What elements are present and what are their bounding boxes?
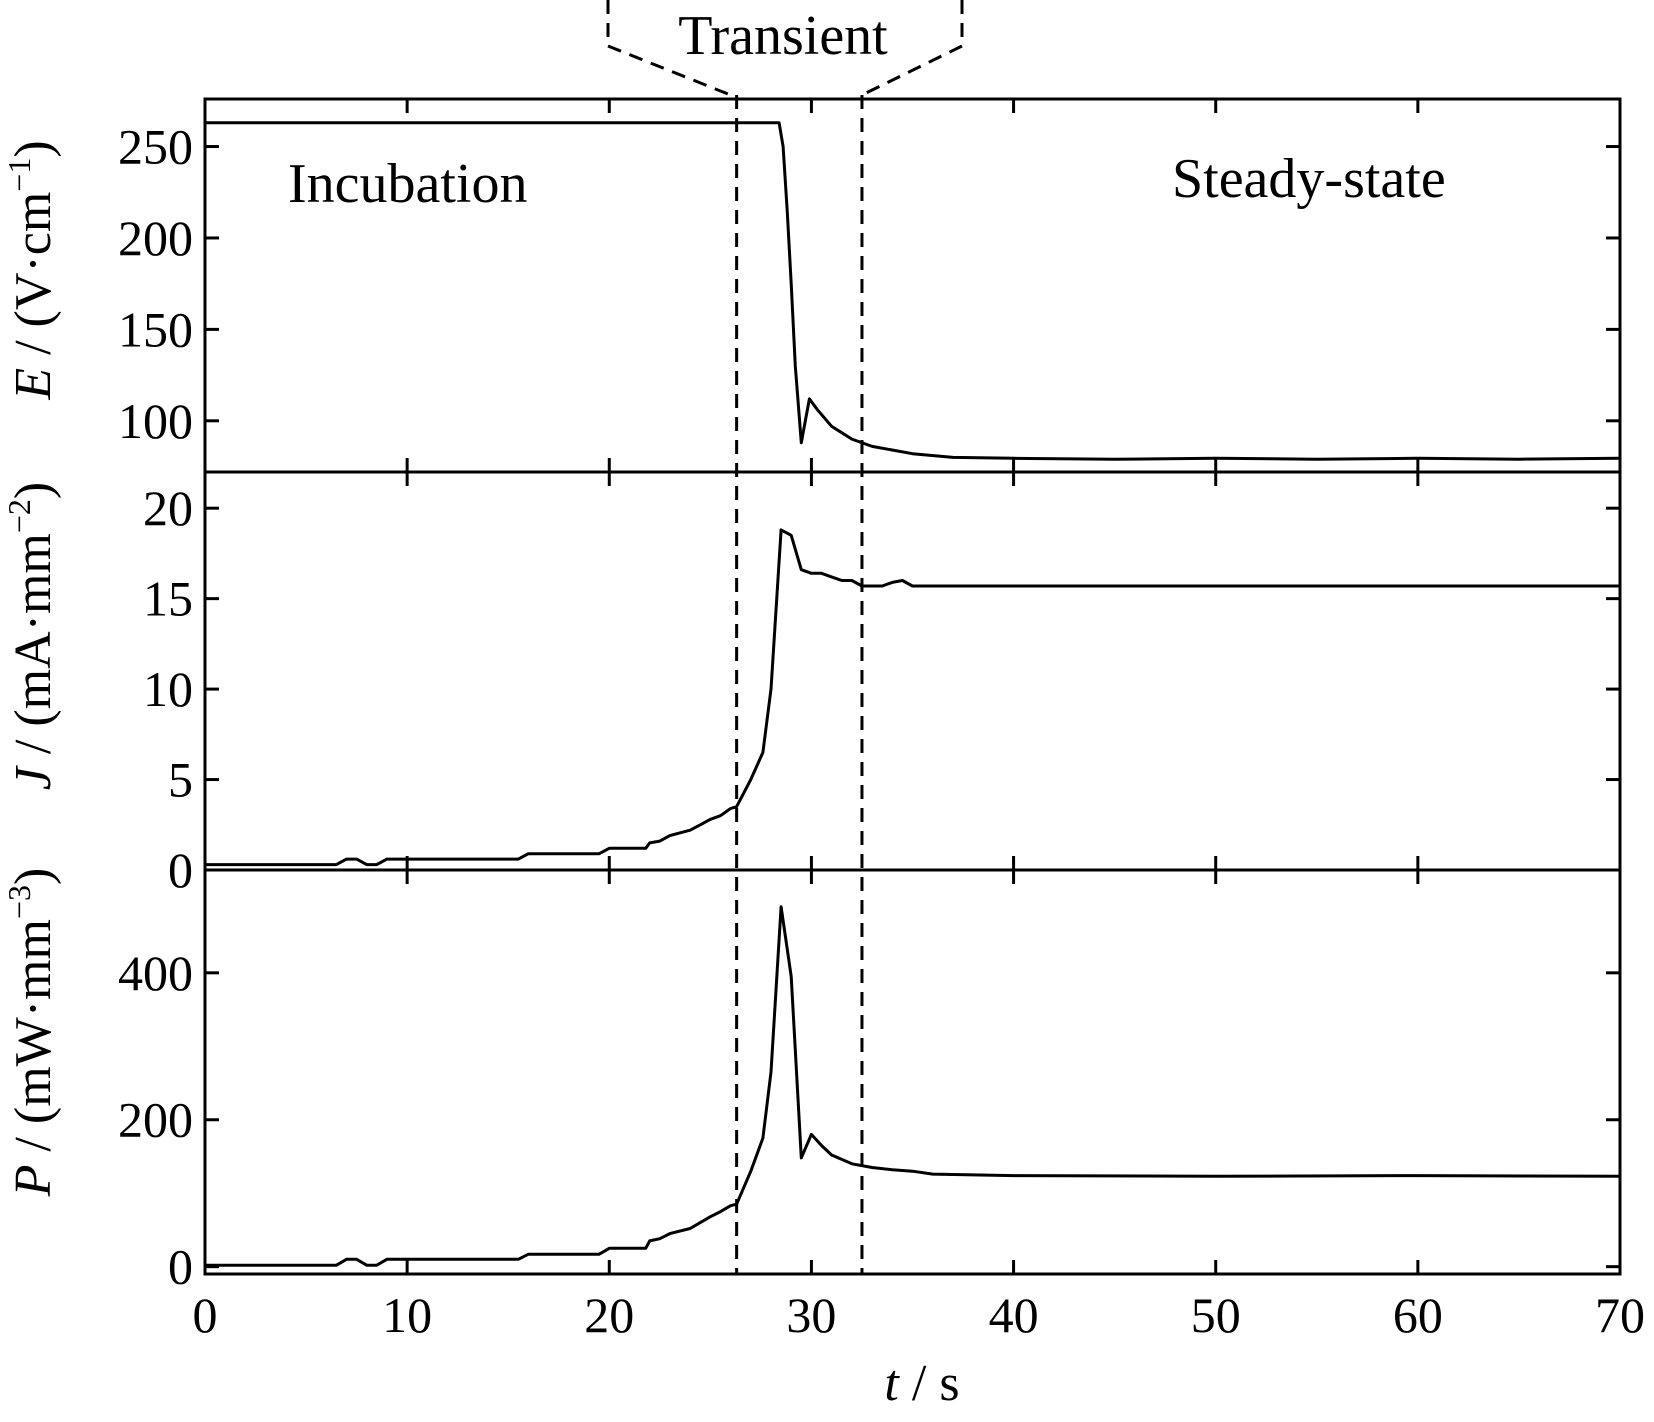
steady-state-label: Steady-state	[1172, 148, 1446, 210]
y-tick-label-J-20: 20	[143, 480, 193, 536]
y-tick-label-E-100: 100	[118, 393, 193, 449]
x-tick-label-40: 40	[989, 1287, 1039, 1343]
x-axis-title-symbol: t	[884, 1355, 900, 1412]
x-axis-title: t / s	[884, 1355, 959, 1412]
panel-frame-J	[203, 470, 1622, 872]
x-tick-label-10: 10	[382, 1287, 432, 1343]
x-axis-title-unit: / s	[899, 1355, 960, 1412]
y-tick-label-J-0: 0	[168, 842, 193, 898]
x-tick-label-50: 50	[1191, 1287, 1241, 1343]
y-axis-title-j-exp: −2	[1, 499, 37, 533]
y-axis-title-p-symbol: P	[5, 1165, 62, 1198]
y-axis-title-p-close: )	[5, 868, 62, 885]
panel-frames	[203, 97, 1622, 1276]
y-tick-label-E-200: 200	[118, 210, 193, 266]
panel-frame-P	[203, 868, 1622, 1276]
y-tick-label-J-15: 15	[143, 571, 193, 627]
y-tick-label-P-200: 200	[118, 1092, 193, 1148]
y-axis-title-e-unit: / (V·cm	[5, 192, 62, 368]
y-axis-title-j: J / (mA·mm−2)	[1, 482, 62, 790]
series-line-E	[205, 121, 1621, 461]
y-tick-label-J-5: 5	[168, 752, 193, 808]
y-axis-title-e-exp: −1	[1, 158, 37, 192]
y-axis-title-e: E / (V·cm−1)	[1, 140, 62, 400]
y-axis-title-j-unit: / (mA·mm	[5, 533, 62, 767]
y-tick-label-P-400: 400	[118, 945, 193, 1001]
transient-bracket: Transient	[606, 0, 964, 98]
y-tick-label-E-150: 150	[118, 301, 193, 357]
series-line-J	[205, 528, 1620, 867]
y-axis-title-p-unit: / (mW·mm	[5, 919, 62, 1165]
transient-label: Transient	[678, 5, 888, 67]
x-tick-label-0: 0	[193, 1287, 218, 1343]
phase-boundary-lines	[735, 95, 864, 1274]
y-axis-title-e-symbol: E	[5, 368, 62, 401]
x-tick-label-70: 70	[1595, 1287, 1645, 1343]
y-axis-title-p-exp: −3	[1, 885, 37, 919]
x-tick-label-60: 60	[1393, 1287, 1443, 1343]
y-axis-title-j-close: )	[5, 482, 62, 499]
y-tick-label-J-10: 10	[143, 661, 193, 717]
x-tick-label-20: 20	[584, 1287, 634, 1343]
x-tick-label-30: 30	[786, 1287, 836, 1343]
y-axis-title-e-close: )	[5, 140, 62, 157]
transient-bracket-line	[606, 0, 964, 98]
y-tick-label-E-250: 250	[118, 119, 193, 175]
series-layer	[205, 121, 1621, 1267]
y-axis-title-j-symbol: J	[5, 764, 62, 790]
y-tick-label-P-0: 0	[168, 1239, 193, 1295]
incubation-label: Incubation	[288, 153, 527, 215]
y-axis-title-p: P / (mW·mm−3)	[1, 868, 62, 1198]
series-line-P	[205, 905, 1621, 1267]
